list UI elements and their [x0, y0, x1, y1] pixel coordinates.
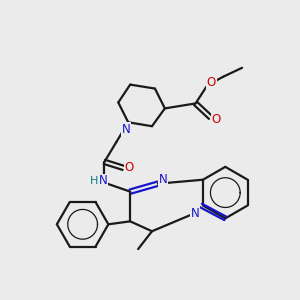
Text: O: O — [212, 113, 221, 126]
Text: H: H — [90, 176, 99, 186]
Text: O: O — [124, 161, 134, 174]
Text: N: N — [122, 123, 130, 136]
Text: N: N — [158, 173, 167, 186]
Text: O: O — [207, 76, 216, 89]
Text: N: N — [99, 174, 108, 187]
Text: N: N — [191, 207, 200, 220]
